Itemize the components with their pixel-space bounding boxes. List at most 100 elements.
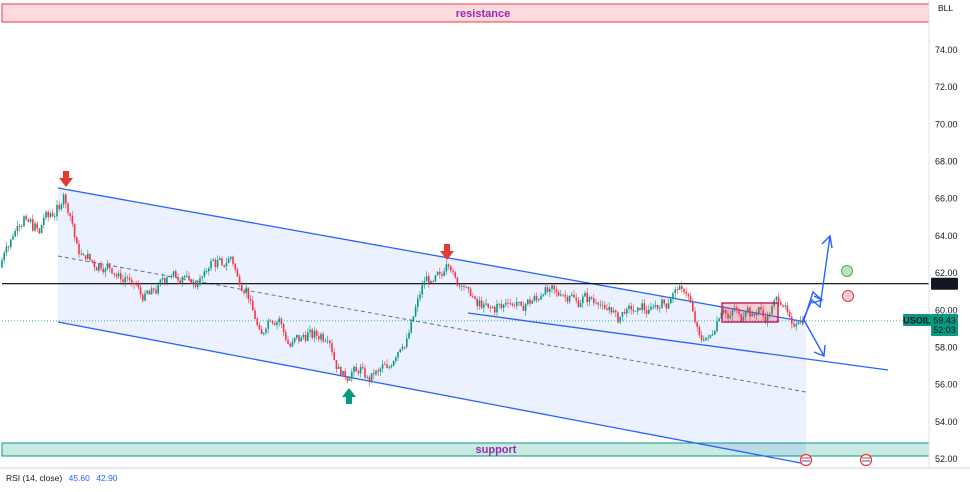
candle-body	[705, 337, 707, 341]
candle-body	[480, 300, 483, 308]
candle-body	[16, 226, 19, 232]
candle-body	[67, 203, 69, 214]
candle-body	[727, 313, 729, 319]
candle-body	[612, 310, 615, 313]
candle-body	[584, 292, 586, 297]
candle-body	[674, 289, 676, 293]
candle-body	[489, 307, 492, 309]
candle-body	[652, 306, 654, 308]
candle-body	[166, 277, 168, 283]
bar-countdown-label: 52:03	[933, 325, 956, 335]
candle-body	[780, 302, 782, 305]
candle-body	[399, 349, 401, 353]
candle-body	[518, 301, 520, 303]
candle-body	[186, 275, 188, 277]
price-tick-label: 56.00	[935, 380, 958, 390]
candle-body	[397, 352, 399, 358]
candle-body	[326, 340, 329, 342]
candle-body	[342, 370, 344, 376]
candle-body	[784, 305, 786, 307]
candle-body	[14, 231, 16, 237]
candle-body	[144, 293, 146, 301]
red-target-circle-icon	[842, 290, 854, 302]
candle-body	[628, 305, 630, 309]
candle-body	[62, 194, 65, 205]
candle-body	[205, 271, 208, 272]
candle-body	[146, 290, 148, 294]
candle-body	[69, 213, 71, 216]
candle-body	[181, 277, 184, 284]
candle-body	[599, 304, 602, 306]
candle-body	[491, 306, 494, 309]
candle-body	[386, 364, 388, 368]
rsi-legend[interactable]: RSI (14, close) 45.60 42.90	[6, 473, 118, 483]
candle-body	[648, 309, 650, 314]
candle-body	[408, 332, 410, 339]
candle-body	[417, 298, 419, 308]
candle-body	[421, 285, 423, 295]
price-tick-label: 72.00	[935, 82, 958, 92]
candle-body	[43, 217, 45, 225]
candle-body	[450, 266, 452, 271]
candle-body	[89, 253, 91, 261]
candle-body	[236, 269, 239, 277]
candle-body	[700, 335, 703, 341]
candle-body	[60, 204, 63, 210]
candle-body	[694, 311, 696, 323]
candle-body	[100, 263, 102, 269]
price-tick-label: 74.00	[935, 45, 958, 55]
us-flag-event-icon[interactable]	[859, 453, 873, 467]
candle-body	[791, 316, 793, 324]
candle-body	[461, 285, 463, 287]
candle-body	[117, 273, 120, 277]
candle-body	[126, 277, 129, 279]
candle-body	[428, 276, 430, 283]
price-axis[interactable]: 74.00 72.00 70.00 68.00 66.00 64.00 62.00 60.00…	[903, 0, 958, 468]
candle-body	[183, 275, 186, 278]
us-flag-event-icon[interactable]	[799, 453, 813, 467]
candle-body	[172, 271, 175, 277]
candle-body	[412, 316, 415, 322]
candle-body	[278, 318, 280, 322]
current-price-label: 59.43	[933, 316, 956, 326]
candle-body	[575, 297, 577, 301]
rsi-ma-value: 42.90	[96, 473, 118, 483]
candle-body	[403, 346, 406, 348]
candle-body	[234, 263, 236, 270]
candle-body	[388, 367, 390, 369]
candle-body	[509, 302, 511, 304]
price-tick-label: 68.00	[935, 157, 958, 167]
price-tick-label: 62.00	[935, 268, 958, 278]
candle-body	[45, 211, 47, 218]
candle-body	[216, 260, 219, 267]
candle-body	[672, 292, 674, 299]
candle-body	[621, 311, 624, 317]
candle-body	[238, 276, 241, 285]
current-price-badge: USOIL 59.43 52:03	[903, 314, 958, 336]
candle-body	[566, 296, 569, 302]
candle-body	[520, 301, 522, 306]
candle-body	[164, 278, 166, 283]
candle-body	[659, 308, 661, 309]
candle-body	[729, 315, 731, 319]
candle-body	[753, 313, 756, 316]
candle-body	[582, 296, 584, 304]
candle-body	[150, 288, 153, 295]
candle-body	[678, 285, 681, 290]
candle-body	[120, 273, 122, 280]
candle-body	[617, 312, 619, 323]
candle-body	[524, 304, 527, 311]
candle-body	[465, 287, 467, 288]
candle-body	[287, 339, 289, 344]
candle-body	[192, 281, 195, 284]
candle-body	[300, 337, 302, 342]
candle-body	[502, 304, 505, 308]
candle-body	[109, 263, 111, 269]
candle-body	[188, 275, 190, 280]
candle-body	[707, 337, 709, 339]
candle-body	[531, 300, 533, 304]
candle-body	[40, 224, 43, 234]
candle-body	[522, 305, 525, 311]
candle-body	[458, 285, 461, 287]
